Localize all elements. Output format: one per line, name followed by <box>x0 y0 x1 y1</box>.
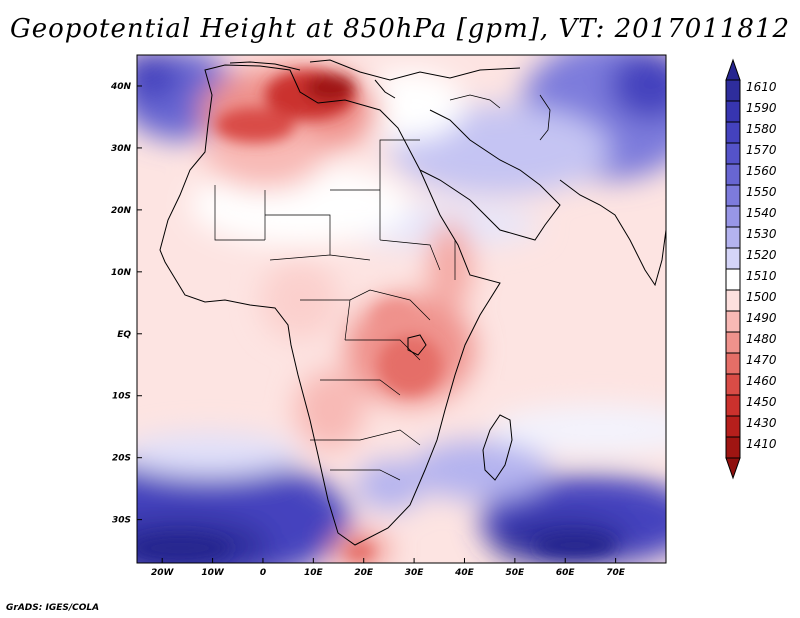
colorbar-label: 1480 <box>746 332 777 346</box>
lon-tick-label: 60E <box>556 568 576 578</box>
colorbar-label: 1540 <box>746 206 777 220</box>
colorbar-swatch <box>725 352 741 375</box>
lon-tick-label: 10E <box>304 568 324 578</box>
colorbar: 1610 1590 1580 1570 1560 1550 1540 1530 1520 1510… <box>725 58 777 480</box>
colorbar-swatch <box>725 394 741 417</box>
colorbar-top-arrow <box>725 58 741 81</box>
colorbar-label: 1510 <box>746 269 777 283</box>
borders <box>214 139 456 481</box>
colorbar-label: 1470 <box>746 353 777 367</box>
colorbar-label: 1490 <box>746 311 777 325</box>
colorbar-label: 1530 <box>746 227 777 241</box>
coastlines <box>159 59 666 546</box>
colorbar-label: 1500 <box>746 290 777 304</box>
colorbar-swatch <box>725 205 741 228</box>
colorbar-swatch <box>725 79 741 102</box>
colorbar-swatch <box>725 289 741 312</box>
colorbar-swatch <box>725 121 741 144</box>
lon-tick-label: 20E <box>354 568 374 578</box>
lat-tick-label: 10N <box>111 268 132 278</box>
map-frame <box>136 54 667 564</box>
lat-tick-label: 10S <box>112 392 131 402</box>
lon-tick-label: 10W <box>201 568 225 578</box>
colorbar-label: 1580 <box>746 122 777 136</box>
lake-victoria <box>407 334 427 356</box>
arabia-coastline <box>419 109 561 241</box>
lon-tick-label: 70E <box>606 568 626 578</box>
credit-label: GrADS: IGES/COLA <box>6 603 100 613</box>
colorbar-label: 1410 <box>746 437 777 451</box>
mediterranean-coast <box>229 59 521 99</box>
colorbar-swatch <box>725 331 741 354</box>
colorbar-label: 1570 <box>746 143 777 157</box>
lat-tick-label: 40N <box>110 82 132 92</box>
colorbar-label: 1560 <box>746 164 777 178</box>
colorbar-label: 1550 <box>746 185 777 199</box>
colorbar-label: 1450 <box>746 395 777 409</box>
colorbar-swatch <box>725 184 741 207</box>
africa-coastline <box>159 64 501 546</box>
colorbar-swatch <box>725 268 741 291</box>
lon-tick-label: 30E <box>405 568 425 578</box>
longitude-axis: 20W 10W 0 10E 20E 30E 40E 50E 60E 70E <box>151 558 626 578</box>
lat-tick-label: EQ <box>117 330 131 340</box>
colorbar-swatch <box>725 226 741 249</box>
colorbar-label: 1590 <box>746 101 777 115</box>
colorbar-swatch <box>725 100 741 123</box>
lon-tick-label: 50E <box>506 568 526 578</box>
lat-tick-label: 30N <box>111 144 132 154</box>
lat-tick-label: 20N <box>111 206 132 216</box>
colorbar-label: 1520 <box>746 248 777 262</box>
colorbar-swatch <box>725 436 741 459</box>
map-title: Geopotential Height at 850hPa [gpm], VT:… <box>9 14 791 44</box>
lon-tick-label: 20W <box>151 568 175 578</box>
lon-tick-label: 40E <box>454 568 475 578</box>
colorbar-swatch <box>725 163 741 186</box>
iran-india-coastline <box>559 179 666 287</box>
colorbar-label: 1460 <box>746 374 777 388</box>
colorbar-swatch <box>725 247 741 270</box>
lat-tick-label: 30S <box>112 516 131 526</box>
lat-tick-label: 20S <box>112 454 131 464</box>
colorbar-swatch <box>725 310 741 333</box>
colorbar-swatch <box>725 415 741 438</box>
colorbar-label: 1610 <box>746 80 777 94</box>
geopotential-shading <box>137 55 666 563</box>
colorbar-swatch <box>725 142 741 165</box>
latitude-axis: 40N 30N 20N 10N EQ 10S 20S 30S <box>110 82 142 526</box>
madagascar-coastline <box>482 414 513 481</box>
colorbar-bottom-arrow <box>725 457 741 480</box>
colorbar-swatch <box>725 373 741 396</box>
colorbar-label: 1430 <box>746 416 777 430</box>
red-sea-caspian <box>449 94 551 141</box>
lon-tick-label: 0 <box>260 568 266 578</box>
